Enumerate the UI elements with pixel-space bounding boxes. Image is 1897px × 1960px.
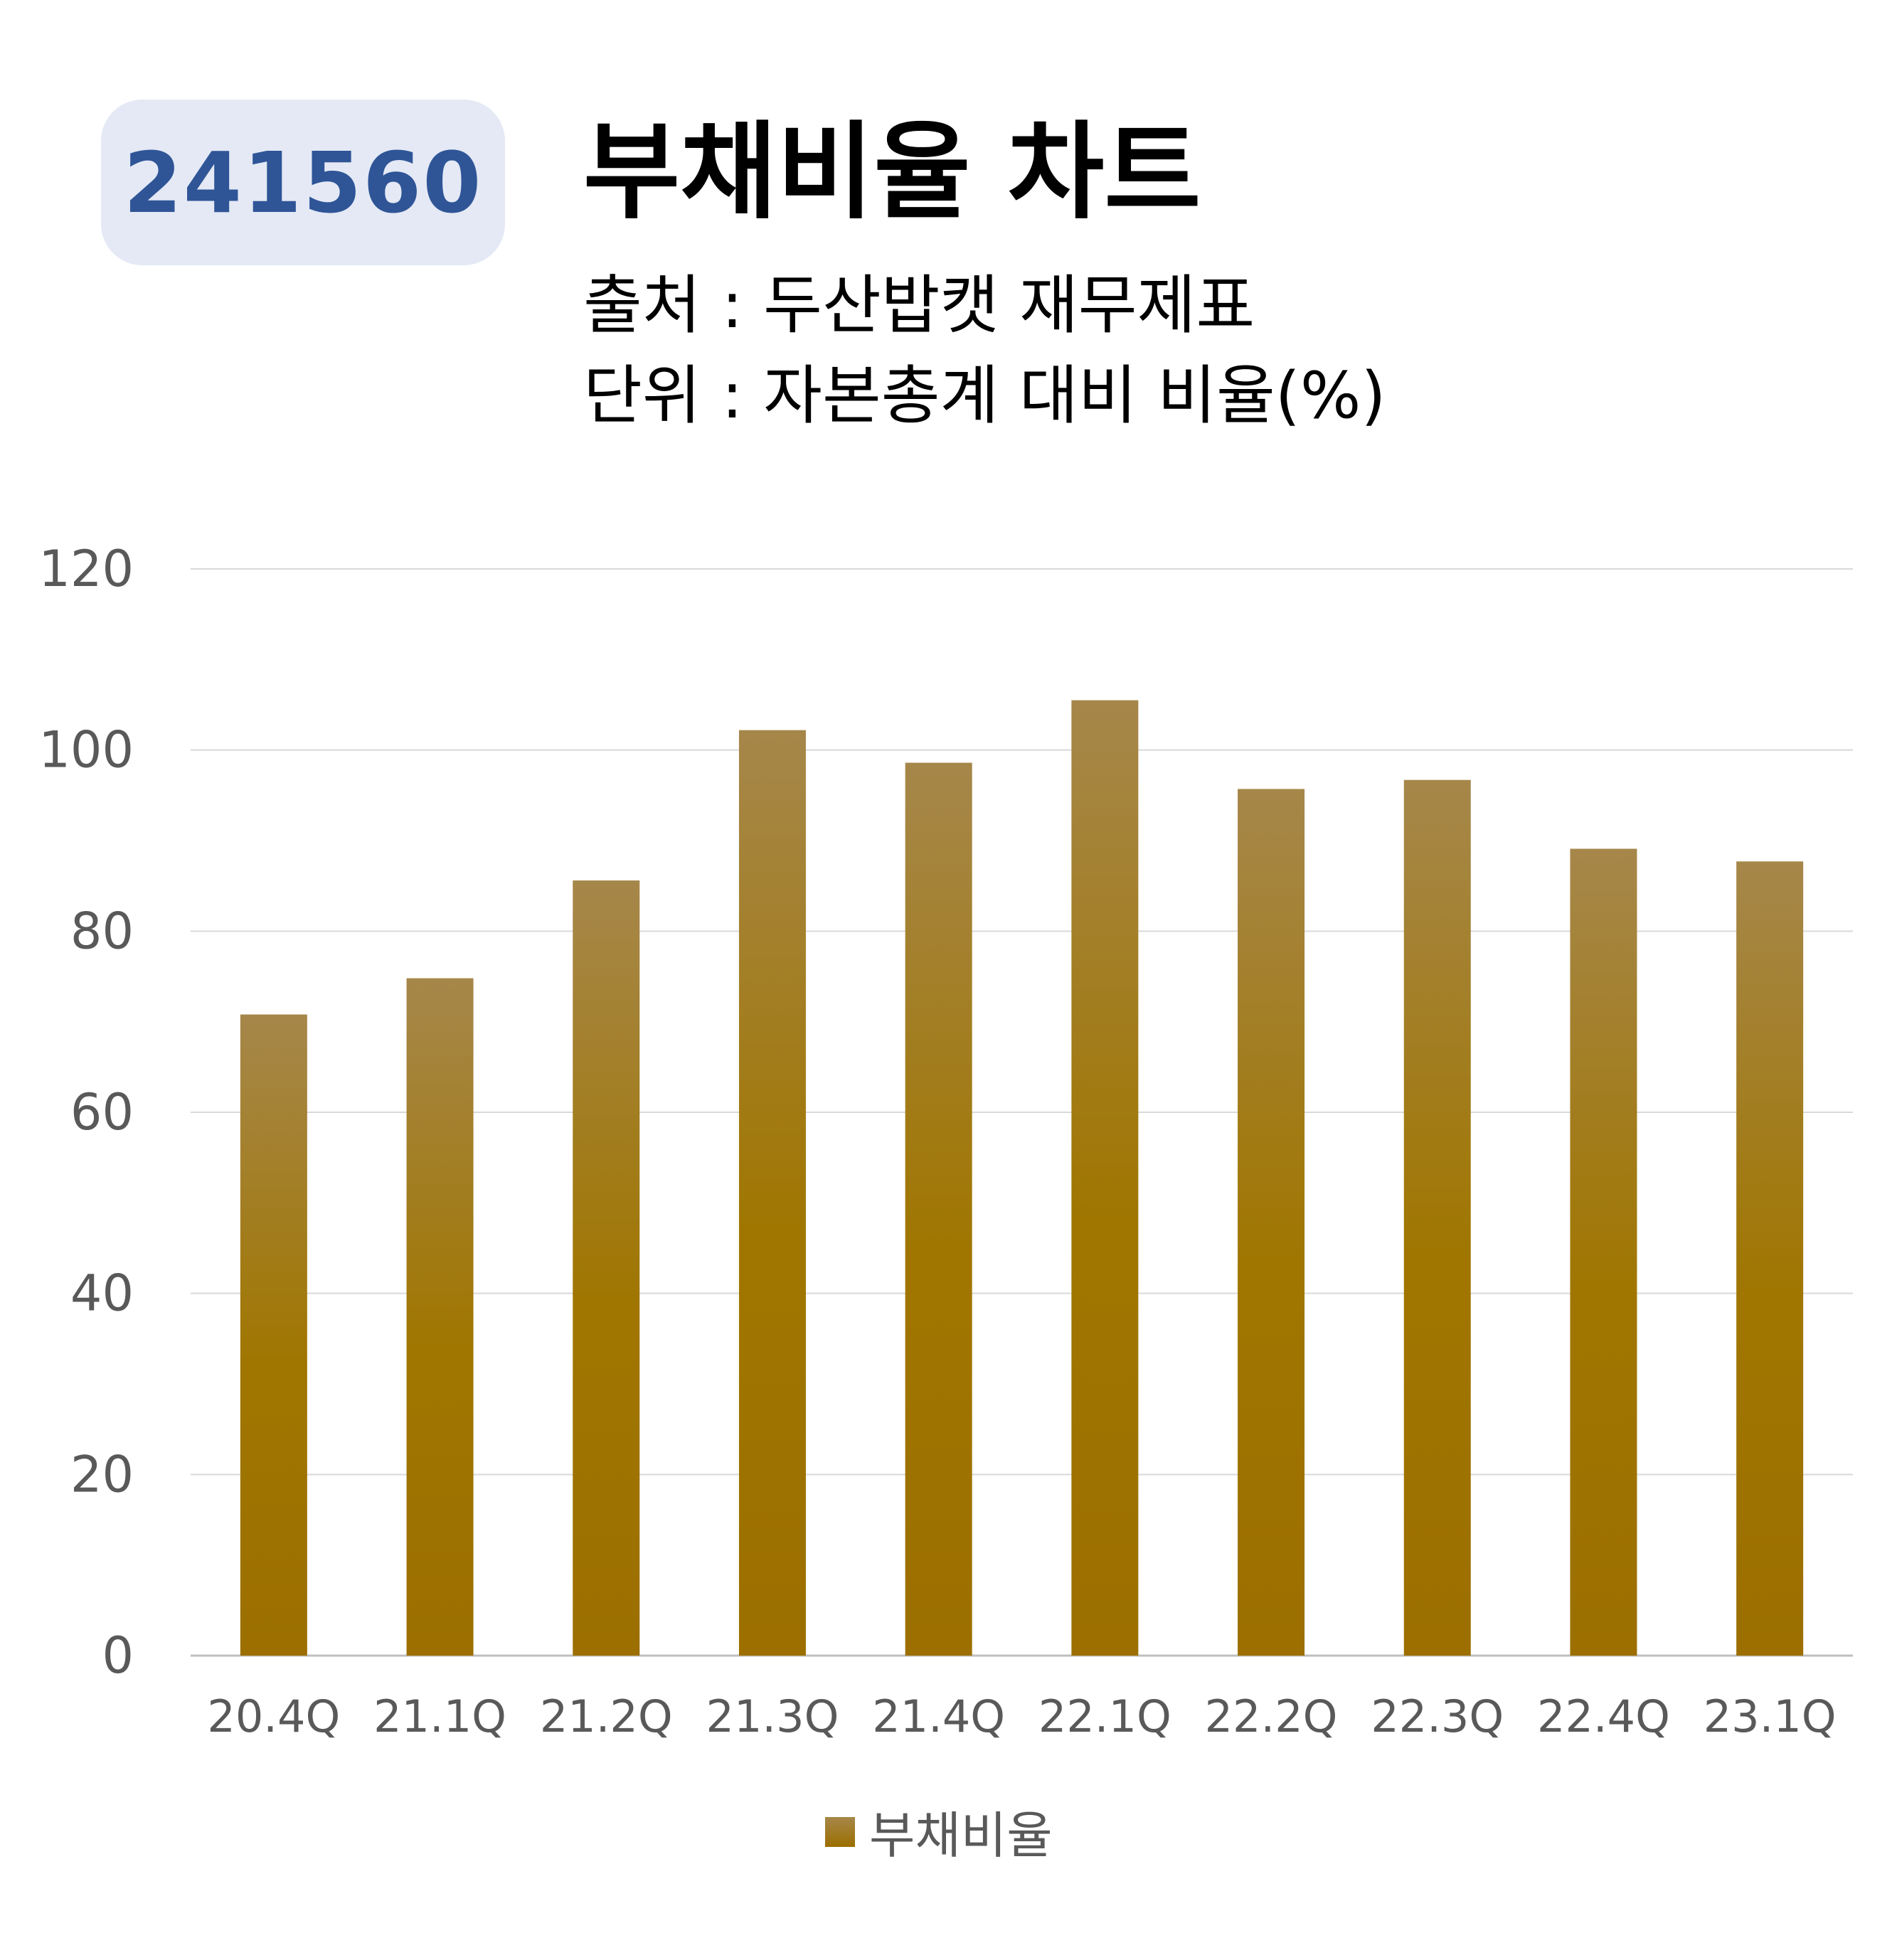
- legend: 부채비율: [825, 1796, 1053, 1868]
- bar-21.4Q: [905, 762, 972, 1656]
- x-tick-label: 21.1Q: [373, 1690, 506, 1742]
- bar-22.2Q: [1238, 789, 1305, 1656]
- x-tick-label: 21.3Q: [706, 1690, 839, 1742]
- x-tick-label: 21.2Q: [540, 1690, 673, 1742]
- x-tick-label: 21.4Q: [872, 1690, 1005, 1742]
- y-tick-label: 60: [70, 1083, 134, 1141]
- y-tick-label: 0: [102, 1626, 134, 1685]
- x-tick-label: 20.4Q: [207, 1690, 340, 1742]
- y-tick-label: 100: [38, 721, 134, 779]
- bar-20.4Q: [240, 1014, 307, 1656]
- bar-21.1Q: [406, 978, 474, 1656]
- x-axis-ticks: 20.4Q 21.1Q 21.2Q 21.3Q 21.4Q 22.1Q 22.2Q 22.3Q…: [207, 1690, 1836, 1742]
- bar-22.3Q: [1403, 779, 1471, 1656]
- x-tick-label: 23.1Q: [1704, 1690, 1837, 1742]
- stock-code-badge: 241560: [101, 100, 505, 265]
- x-tick-label: 22.2Q: [1205, 1690, 1338, 1742]
- source-text: 출처 : 두산밥캣 재무제표: [583, 268, 1255, 343]
- unit-text: 단위 : 자본총계 대비 비율(%): [583, 358, 1386, 433]
- bar-22.4Q: [1570, 848, 1637, 1656]
- y-tick-label: 40: [70, 1264, 134, 1323]
- y-axis-ticks: 0 20 40 60 80 100 120: [38, 540, 134, 1685]
- chart-title: 부채비율 차트: [583, 111, 1201, 233]
- y-tick-label: 20: [70, 1445, 134, 1503]
- stock-code: 241560: [123, 133, 483, 232]
- legend-label: 부채비율: [869, 1806, 1053, 1865]
- x-tick-label: 22.4Q: [1537, 1690, 1670, 1742]
- bar-23.1Q: [1736, 861, 1804, 1656]
- y-tick-label: 120: [38, 540, 134, 598]
- bar-22.1Q: [1071, 700, 1139, 1656]
- bars: [240, 700, 1804, 1656]
- y-tick-label: 80: [70, 902, 134, 960]
- bar-21.3Q: [738, 730, 806, 1656]
- x-tick-label: 22.3Q: [1371, 1690, 1504, 1742]
- x-tick-label: 22.1Q: [1038, 1690, 1171, 1742]
- bar-21.2Q: [573, 880, 640, 1656]
- legend-swatch: [825, 1816, 855, 1847]
